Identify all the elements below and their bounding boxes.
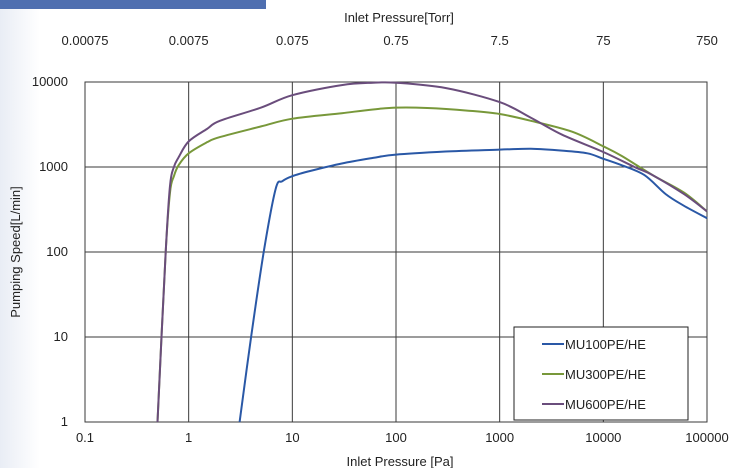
x2-tick-labels: 0.00075 0.0075 0.075 0.75 7.5 75 750 xyxy=(62,33,718,48)
legend-label-mu600: MU600PE/HE xyxy=(565,397,646,412)
x2-tick-label: 75 xyxy=(596,33,610,48)
y-tick-label: 10 xyxy=(54,329,68,344)
x2-tick-label: 0.75 xyxy=(383,33,408,48)
x2-tick-label: 0.0075 xyxy=(169,33,209,48)
legend: MU100PE/HE MU300PE/HE MU600PE/HE xyxy=(513,326,689,421)
y-tick-label: 100 xyxy=(46,244,68,259)
x-tick-label: 100000 xyxy=(685,430,728,445)
y-tick-labels: 1 10 100 1000 10000 xyxy=(32,74,68,429)
legend-label-mu100: MU100PE/HE xyxy=(565,337,646,352)
y-axis-title: Pumping Speed[L/min] xyxy=(8,186,23,318)
y-tick-label: 1 xyxy=(61,414,68,429)
legend-label-mu300: MU300PE/HE xyxy=(565,367,646,382)
x-tick-label: 1 xyxy=(185,430,192,445)
x-tick-label: 10000 xyxy=(585,430,621,445)
x-tick-label: 1000 xyxy=(485,430,514,445)
header-accent-bar xyxy=(0,0,266,9)
x2-axis-title: Inlet Pressure[Torr] xyxy=(344,10,454,25)
x2-tick-label: 750 xyxy=(696,33,718,48)
y-tick-label: 10000 xyxy=(32,74,68,89)
series-lines xyxy=(156,81,708,423)
x-tick-labels: 0.1 1 10 100 1000 10000 100000 xyxy=(76,430,729,445)
series-line-mu100pe-he xyxy=(238,147,708,423)
y-tick-label: 1000 xyxy=(39,159,68,174)
x2-tick-label: 7.5 xyxy=(491,33,509,48)
x-tick-label: 0.1 xyxy=(76,430,94,445)
series-line-mu300pe-he xyxy=(156,106,708,423)
x-axis-title: Inlet Pressure [Pa] xyxy=(347,454,454,468)
x2-tick-label: 0.075 xyxy=(276,33,309,48)
series-line-mu600pe-he xyxy=(156,81,708,423)
x-tick-label: 100 xyxy=(385,430,407,445)
x2-tick-label: 0.00075 xyxy=(62,33,109,48)
x-tick-label: 10 xyxy=(285,430,299,445)
